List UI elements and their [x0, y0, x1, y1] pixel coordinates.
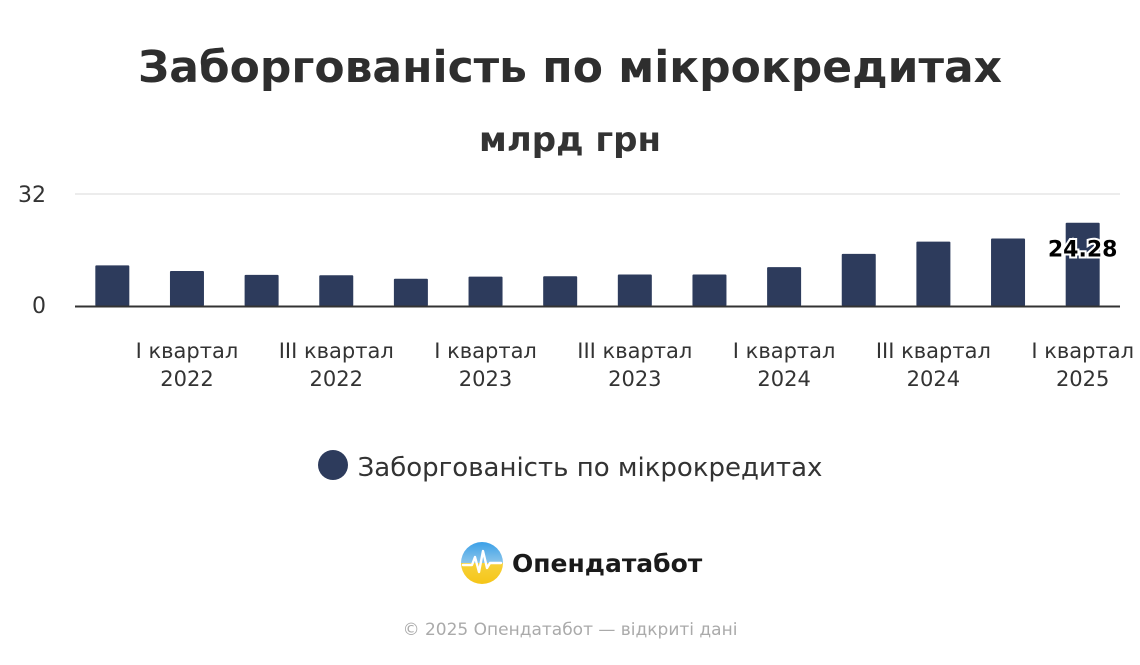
brand-logo: Опендатабот — [460, 540, 702, 586]
x-tick-label: 2022 — [160, 367, 213, 391]
x-tick-label: 2024 — [907, 367, 960, 391]
bar — [543, 276, 578, 306]
bar — [95, 265, 130, 306]
brand-name: Опендатабот — [512, 548, 703, 578]
bar — [841, 253, 876, 306]
bar — [468, 276, 503, 306]
legend-label: Заборгованість по мікрокредитах — [357, 453, 823, 483]
bar — [319, 275, 354, 306]
x-tick-label: III квартал — [577, 339, 692, 363]
legend-marker — [317, 450, 348, 480]
x-tick-label: I квартал — [434, 339, 537, 363]
data-label: 24.28 — [1048, 238, 1118, 263]
x-tick-label: I квартал — [1031, 339, 1134, 363]
bar — [617, 274, 652, 306]
bar — [244, 274, 279, 306]
bar — [169, 271, 204, 306]
bar — [1065, 222, 1100, 306]
chart-legend[interactable]: Заборгованість по мікрокредитах — [0, 450, 1140, 483]
y-tick-label: 32 — [18, 183, 46, 208]
x-tick-label: 2023 — [608, 367, 661, 391]
x-tick-label: 2022 — [310, 367, 363, 391]
x-tick-label: 2025 — [1056, 367, 1109, 391]
chart-subtitle: млрд грн — [479, 120, 661, 160]
x-tick-label: I квартал — [136, 339, 239, 363]
bar — [393, 278, 428, 306]
bar — [692, 274, 727, 306]
x-tick-label: III квартал — [279, 339, 394, 363]
x-tick-label: I квартал — [733, 339, 836, 363]
x-tick-label: 2023 — [459, 367, 512, 391]
footer-copyright: © 2025 Опендатабот — відкриті дані — [402, 620, 738, 640]
x-tick-label: 2024 — [757, 367, 810, 391]
bar — [916, 241, 951, 306]
bar — [991, 238, 1026, 306]
bar — [767, 267, 802, 306]
chart-title: Заборгованість по мікрокредитах — [137, 42, 1003, 93]
x-tick-label: III квартал — [876, 339, 991, 363]
y-tick-label: 0 — [32, 294, 46, 319]
opendatabot-logo-icon — [461, 542, 503, 584]
bar-chart: 0 32 I квартал 2022 III квартал 2022 I квартал… — [18, 183, 1134, 391]
